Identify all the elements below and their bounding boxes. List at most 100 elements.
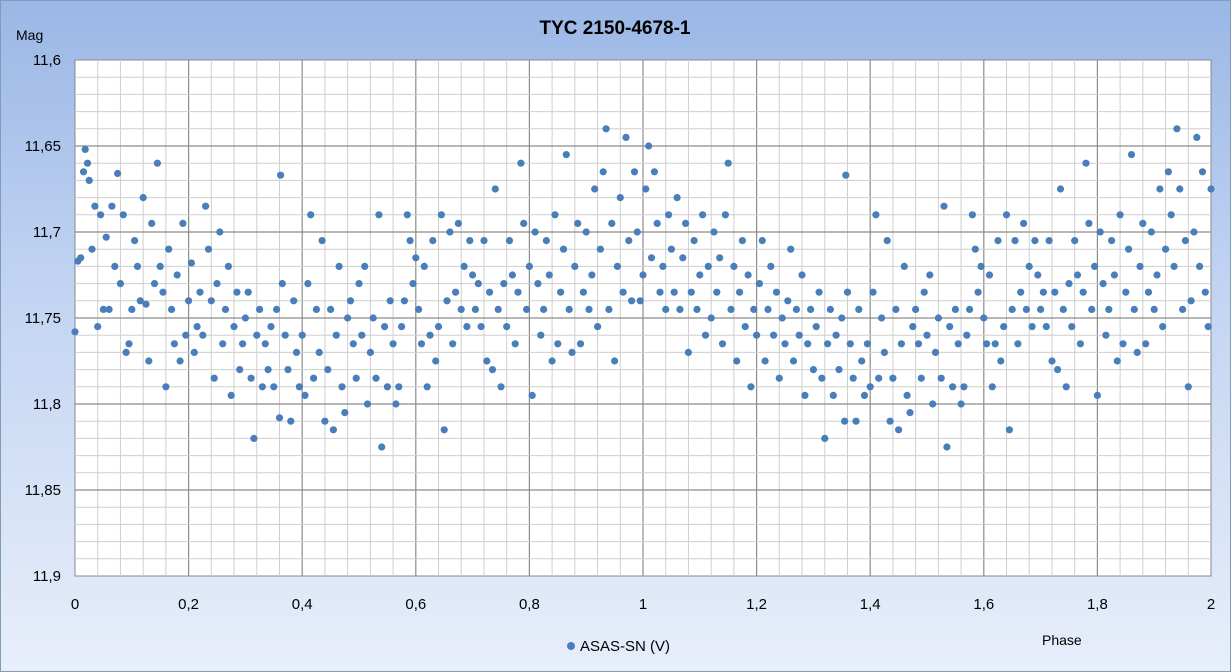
data-point bbox=[690, 237, 698, 245]
data-point bbox=[1108, 237, 1116, 245]
data-point bbox=[540, 305, 548, 313]
data-point bbox=[574, 219, 582, 227]
data-point bbox=[1065, 280, 1073, 288]
data-point bbox=[81, 145, 89, 153]
data-point bbox=[480, 237, 488, 245]
data-point bbox=[650, 168, 659, 176]
data-point bbox=[1002, 211, 1011, 219]
data-point bbox=[795, 331, 803, 339]
data-point bbox=[307, 211, 315, 219]
data-point bbox=[568, 348, 576, 356]
data-point bbox=[1110, 271, 1118, 279]
data-point bbox=[432, 357, 440, 365]
data-point bbox=[787, 245, 795, 253]
data-point bbox=[216, 228, 224, 236]
data-point bbox=[150, 280, 159, 288]
data-point bbox=[710, 228, 718, 236]
data-point bbox=[85, 176, 93, 184]
data-point bbox=[1190, 228, 1198, 236]
data-point bbox=[488, 366, 497, 374]
data-point bbox=[202, 202, 210, 210]
data-point bbox=[111, 262, 119, 270]
data-point bbox=[755, 280, 764, 288]
data-point bbox=[818, 374, 826, 382]
data-point bbox=[954, 340, 962, 348]
data-point bbox=[897, 340, 906, 348]
data-point bbox=[503, 323, 511, 331]
x-tick-labels: 0 0,2 0,4 0,6 0,8 1 1,2 1,4 1,6 1,8 2 bbox=[71, 596, 1215, 613]
data-point bbox=[1088, 305, 1096, 313]
data-point bbox=[270, 383, 278, 391]
data-point bbox=[957, 400, 965, 408]
data-point bbox=[446, 228, 454, 236]
data-point bbox=[730, 262, 738, 270]
data-point bbox=[889, 374, 897, 382]
data-point bbox=[696, 271, 704, 279]
data-point bbox=[849, 374, 857, 382]
data-point bbox=[1122, 288, 1130, 296]
data-point bbox=[892, 305, 900, 313]
data-point bbox=[909, 323, 917, 331]
data-point bbox=[704, 262, 712, 270]
data-point bbox=[1073, 271, 1082, 279]
data-point bbox=[403, 211, 411, 219]
data-point bbox=[841, 417, 849, 425]
data-point bbox=[71, 328, 79, 336]
data-point bbox=[204, 245, 213, 253]
data-point bbox=[460, 262, 468, 270]
y-tick-label: 11,6 bbox=[33, 52, 61, 69]
data-point bbox=[789, 357, 798, 365]
data-point bbox=[843, 288, 852, 296]
data-point bbox=[951, 305, 960, 313]
data-point bbox=[554, 340, 562, 348]
data-point bbox=[611, 357, 619, 365]
data-point bbox=[625, 237, 633, 245]
data-point bbox=[1113, 357, 1121, 365]
data-point bbox=[511, 340, 519, 348]
data-point bbox=[1142, 340, 1150, 348]
data-point bbox=[253, 331, 261, 339]
data-point bbox=[88, 245, 96, 253]
data-point bbox=[826, 305, 835, 313]
data-point bbox=[477, 323, 485, 331]
data-point bbox=[636, 297, 644, 305]
data-point bbox=[571, 262, 579, 270]
data-point bbox=[744, 271, 752, 279]
data-point bbox=[420, 262, 428, 270]
data-point bbox=[77, 254, 85, 262]
data-point bbox=[741, 323, 749, 331]
data-point bbox=[363, 400, 372, 408]
data-point bbox=[239, 340, 247, 348]
data-point bbox=[170, 340, 178, 348]
data-point bbox=[835, 366, 843, 374]
data-point bbox=[988, 383, 996, 391]
data-point bbox=[926, 271, 934, 279]
data-point bbox=[662, 305, 670, 313]
data-point bbox=[1133, 348, 1141, 356]
data-point bbox=[1056, 185, 1065, 193]
data-point bbox=[1184, 383, 1192, 391]
chart-title: TYC 2150-4678-1 bbox=[539, 18, 690, 39]
data-point bbox=[332, 331, 340, 339]
data-point bbox=[361, 262, 369, 270]
data-point bbox=[1207, 185, 1215, 193]
data-point bbox=[895, 426, 903, 434]
data-point bbox=[679, 254, 687, 262]
data-point bbox=[97, 211, 105, 219]
data-point bbox=[721, 211, 730, 219]
data-point bbox=[1198, 168, 1207, 176]
data-point bbox=[190, 348, 198, 356]
data-point bbox=[599, 168, 607, 176]
data-point bbox=[267, 323, 275, 331]
data-point bbox=[125, 340, 133, 348]
data-point bbox=[116, 280, 124, 288]
data-point bbox=[415, 305, 423, 313]
data-point bbox=[136, 297, 144, 305]
data-point bbox=[324, 366, 332, 374]
data-point bbox=[1156, 185, 1164, 193]
data-point bbox=[114, 169, 122, 178]
data-point bbox=[545, 271, 553, 279]
data-point bbox=[505, 237, 514, 245]
data-point bbox=[1201, 288, 1209, 296]
data-point bbox=[1022, 305, 1030, 313]
